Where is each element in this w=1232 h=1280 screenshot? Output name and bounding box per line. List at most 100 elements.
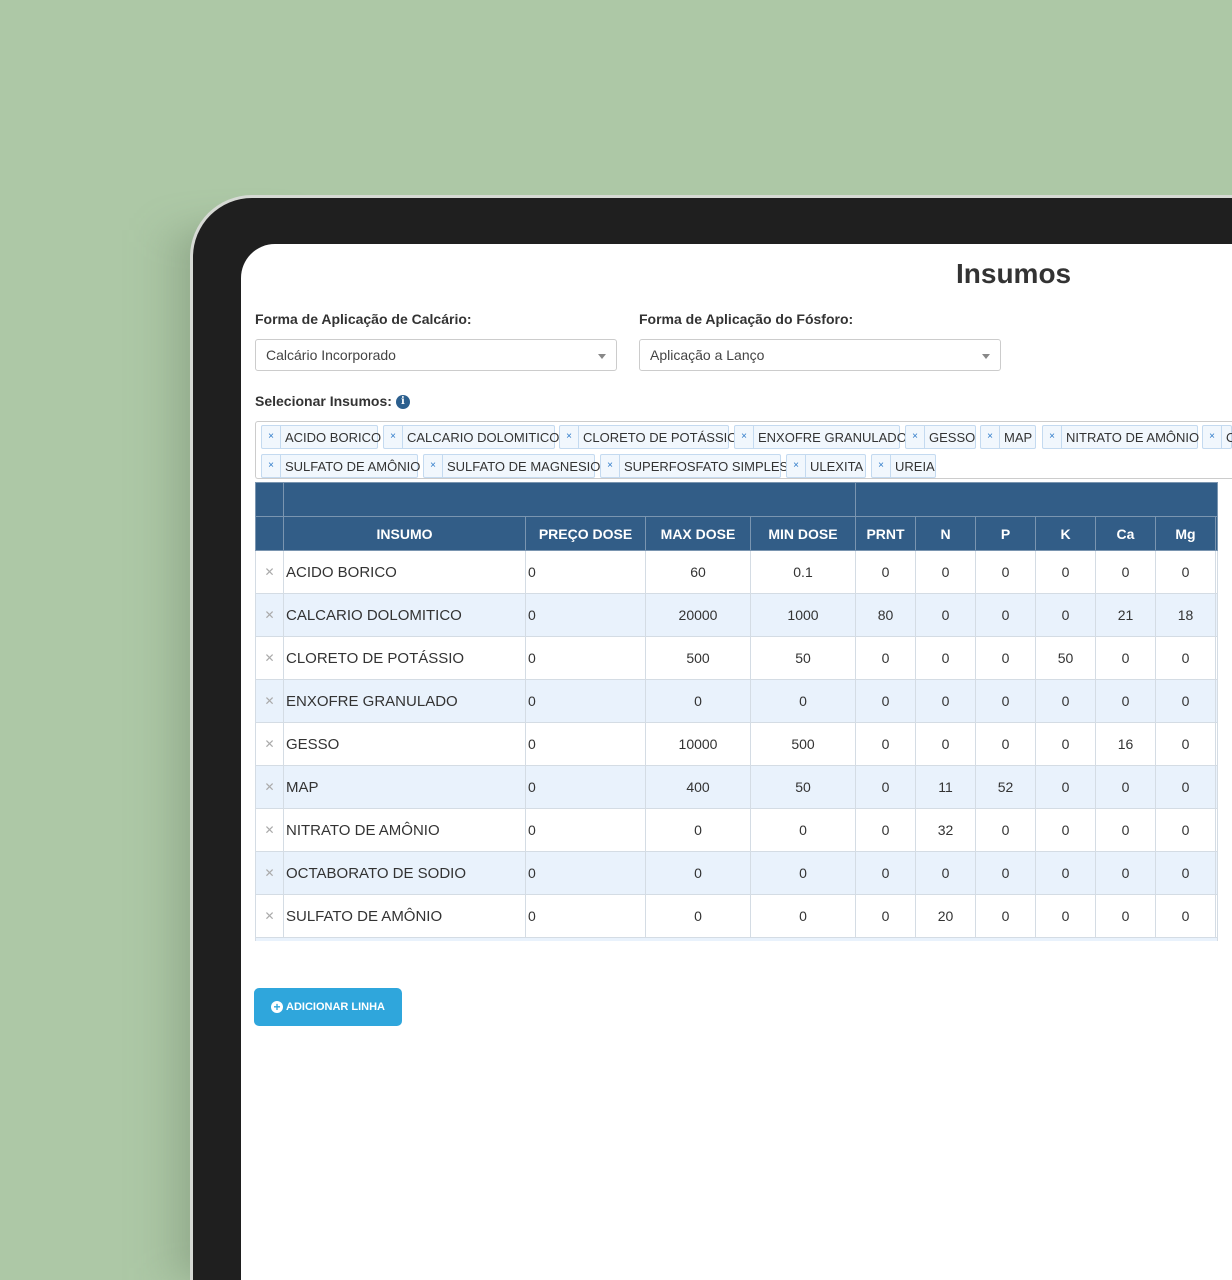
table-cell[interactable]: 0: [975, 851, 1036, 895]
table-cell[interactable]: 0: [1155, 636, 1216, 680]
table-cell[interactable]: 0: [525, 808, 646, 852]
table-cell[interactable]: 0: [1155, 851, 1216, 895]
info-icon[interactable]: i: [395, 395, 410, 410]
table-cell[interactable]: 0: [1095, 765, 1156, 809]
table-cell[interactable]: CALCARIO DOLOMITICO: [283, 593, 526, 637]
remove-tag-icon[interactable]: ×: [1203, 426, 1222, 448]
table-cell[interactable]: 0: [750, 894, 856, 938]
remove-tag-icon[interactable]: ×: [601, 455, 620, 477]
remove-row-icon[interactable]: ✕: [255, 636, 284, 680]
table-cell[interactable]: 0: [1035, 808, 1096, 852]
table-cell[interactable]: 0: [1155, 550, 1216, 594]
table-cell[interactable]: 0: [855, 851, 916, 895]
table-cell[interactable]: 0: [1095, 808, 1156, 852]
table-cell[interactable]: GESSO: [283, 722, 526, 766]
insumos-multiselect[interactable]: × ACIDO BORICO × CALCARIO DOLOMITICO × CLORET…: [255, 421, 1232, 479]
remove-row-icon[interactable]: ✕: [255, 765, 284, 809]
table-cell[interactable]: 0: [750, 851, 856, 895]
remove-tag-icon[interactable]: ×: [560, 426, 579, 448]
table-cell[interactable]: 0: [915, 722, 976, 766]
table-cell[interactable]: 0: [525, 851, 646, 895]
table-cell[interactable]: 0: [1035, 722, 1096, 766]
remove-row-icon[interactable]: ✕: [255, 722, 284, 766]
table-cell[interactable]: 80: [855, 593, 916, 637]
table-cell[interactable]: 32: [915, 808, 976, 852]
remove-tag-icon[interactable]: ×: [906, 426, 925, 448]
table-cell[interactable]: 0: [645, 894, 751, 938]
table-cell[interactable]: 0: [1155, 679, 1216, 723]
table-cell[interactable]: 0: [1095, 851, 1156, 895]
table-cell[interactable]: 0: [915, 593, 976, 637]
remove-row-icon[interactable]: ✕: [255, 593, 284, 637]
table-cell[interactable]: 0: [1035, 679, 1096, 723]
table-cell[interactable]: 0: [525, 636, 646, 680]
table-cell[interactable]: 0: [915, 851, 976, 895]
add-row-button[interactable]: + ADICIONAR LINHA: [254, 988, 402, 1026]
table-cell[interactable]: 50: [1035, 636, 1096, 680]
table-cell[interactable]: 0: [855, 550, 916, 594]
table-cell[interactable]: 0: [855, 808, 916, 852]
fosforo-select[interactable]: Aplicação a Lanço: [639, 339, 1001, 371]
remove-tag-icon[interactable]: ×: [262, 426, 281, 448]
table-cell[interactable]: 0: [975, 593, 1036, 637]
table-cell[interactable]: 0: [1155, 808, 1216, 852]
table-cell[interactable]: 0: [975, 679, 1036, 723]
table-cell[interactable]: NITRATO DE AMÔNIO: [283, 808, 526, 852]
table-cell[interactable]: 0: [855, 636, 916, 680]
remove-tag-icon[interactable]: ×: [872, 455, 891, 477]
table-cell[interactable]: 0: [1095, 636, 1156, 680]
table-cell[interactable]: 0: [525, 679, 646, 723]
calcario-select[interactable]: Calcário Incorporado: [255, 339, 617, 371]
table-cell[interactable]: 52: [975, 765, 1036, 809]
remove-row-icon[interactable]: ✕: [255, 851, 284, 895]
table-cell[interactable]: 0: [1035, 550, 1096, 594]
table-cell[interactable]: 20000: [645, 593, 751, 637]
table-cell[interactable]: ACIDO BORICO: [283, 550, 526, 594]
remove-tag-icon[interactable]: ×: [981, 426, 1000, 448]
table-cell[interactable]: 0: [525, 550, 646, 594]
table-cell[interactable]: 0: [750, 679, 856, 723]
table-cell[interactable]: 0: [1155, 722, 1216, 766]
table-cell[interactable]: 16: [1095, 722, 1156, 766]
remove-tag-icon[interactable]: ×: [735, 426, 754, 448]
remove-row-icon[interactable]: ✕: [255, 679, 284, 723]
table-cell[interactable]: 0: [1035, 894, 1096, 938]
table-cell[interactable]: 0: [525, 593, 646, 637]
table-cell[interactable]: 0: [750, 808, 856, 852]
table-cell[interactable]: 0: [975, 894, 1036, 938]
remove-row-icon[interactable]: ✕: [255, 894, 284, 938]
table-cell[interactable]: 0: [1035, 593, 1096, 637]
table-cell[interactable]: CLORETO DE POTÁSSIO: [283, 636, 526, 680]
table-cell[interactable]: 0: [525, 765, 646, 809]
table-cell[interactable]: 0: [855, 765, 916, 809]
table-cell[interactable]: 0.1: [750, 550, 856, 594]
table-cell[interactable]: 0: [915, 679, 976, 723]
table-cell[interactable]: 0: [645, 851, 751, 895]
table-cell[interactable]: 0: [975, 808, 1036, 852]
table-cell[interactable]: 0: [855, 679, 916, 723]
table-cell[interactable]: 18: [1155, 593, 1216, 637]
table-cell[interactable]: 10000: [645, 722, 751, 766]
table-cell[interactable]: 0: [975, 550, 1036, 594]
remove-row-icon[interactable]: ✕: [255, 808, 284, 852]
table-cell[interactable]: 0: [1095, 679, 1156, 723]
remove-tag-icon[interactable]: ×: [787, 455, 806, 477]
table-cell[interactable]: 0: [855, 722, 916, 766]
remove-tag-icon[interactable]: ×: [262, 455, 281, 477]
remove-tag-icon[interactable]: ×: [424, 455, 443, 477]
remove-row-icon[interactable]: ✕: [255, 550, 284, 594]
table-cell[interactable]: 0: [1035, 765, 1096, 809]
table-cell[interactable]: 500: [750, 722, 856, 766]
table-cell[interactable]: 11: [915, 765, 976, 809]
table-cell[interactable]: 1000: [750, 593, 856, 637]
table-cell[interactable]: ENXOFRE GRANULADO: [283, 679, 526, 723]
table-cell[interactable]: 0: [915, 550, 976, 594]
table-cell[interactable]: 0: [975, 722, 1036, 766]
table-cell[interactable]: 50: [750, 765, 856, 809]
table-cell[interactable]: 0: [1155, 765, 1216, 809]
table-cell[interactable]: 0: [855, 894, 916, 938]
table-cell[interactable]: 0: [645, 679, 751, 723]
table-cell[interactable]: 0: [525, 722, 646, 766]
table-cell[interactable]: 0: [1035, 851, 1096, 895]
table-cell[interactable]: 50: [750, 636, 856, 680]
